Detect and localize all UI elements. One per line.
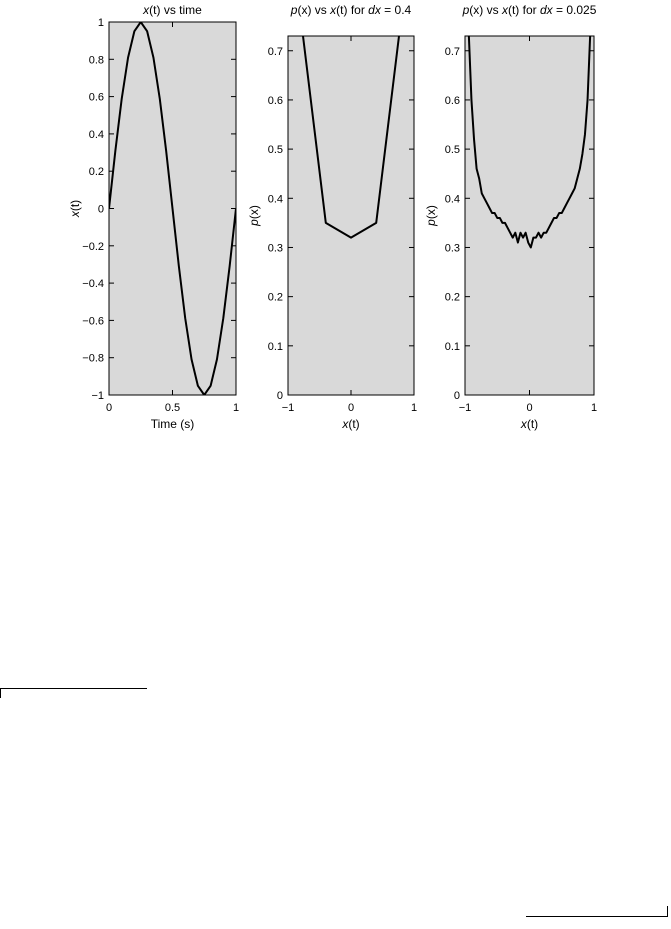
series-line — [109, 22, 236, 395]
series-line — [301, 36, 401, 239]
y-tick-label: 0.5 — [268, 144, 283, 156]
plot-frame — [108, 21, 237, 396]
y-tick-label: 0.2 — [445, 292, 460, 304]
chart-panel-1: −1 −0.8 −0.6 −0.4 −0.2 0 0.2 0.4 0.6 0.8 1 0 0.5 1 x(t… — [68, 3, 239, 431]
figure: −1 −0.8 −0.6 −0.4 −0.2 0 0.2 0.4 0.6 0.8 1 0 0.5 1 x(t… — [68, 3, 597, 431]
y-tick-label: 0.2 — [89, 166, 104, 178]
plot-frame — [287, 35, 415, 396]
x-tick-label: −1 — [282, 402, 295, 414]
y-tick-label: 0.3 — [445, 242, 460, 254]
y-tick-label: −1 — [91, 390, 104, 402]
y-tick-label: 1 — [98, 17, 104, 29]
chart-panel-3: 00.10.20.30.40.50.60.7−1 0 1p(x) vs x(t) f… — [424, 3, 597, 431]
x-tick-label: −1 — [459, 402, 472, 414]
x-tick-label: 1 — [591, 402, 597, 414]
y-tick-label: 0.7 — [445, 46, 460, 58]
y-tick-label: 0.7 — [268, 46, 283, 58]
y-tick-label: 0.6 — [268, 95, 283, 107]
footnote-rule-tick — [0, 688, 1, 698]
x-axis-label: Time (s) — [151, 417, 195, 431]
y-tick-label: 0.6 — [445, 95, 460, 107]
y-tick-label: −0.2 — [82, 241, 104, 253]
y-tick-label: 0.2 — [268, 292, 283, 304]
x-tick-label: 0 — [348, 402, 354, 414]
chart-panel-2: 00.10.20.30.40.50.60.7−1 0 1p(x) vs x(t) f… — [247, 3, 417, 431]
x-tick-label: 1 — [233, 402, 239, 414]
y-tick-label: 0.1 — [268, 341, 283, 353]
y-tick-label: 0.8 — [89, 54, 104, 66]
bottom-rule — [526, 916, 668, 917]
x-tick-label: 0 — [106, 402, 112, 414]
chart-title: x(t) vs time — [142, 3, 202, 17]
y-axis-label: p(x) — [424, 205, 438, 227]
x-tick-label: 0 — [526, 402, 532, 414]
chart-title: p(x) vs x(t) for dx = 0.025 — [462, 3, 597, 17]
y-tick-label: 0.4 — [89, 129, 104, 141]
y-tick-label: 0 — [454, 390, 460, 402]
plot-background — [288, 36, 414, 395]
y-tick-label: −0.6 — [82, 315, 104, 327]
y-tick-label: 0 — [277, 390, 283, 402]
y-axis-label: x(t) — [68, 200, 82, 218]
y-tick-label: −0.4 — [82, 278, 104, 290]
y-tick-label: 0.5 — [445, 144, 460, 156]
y-axis-label: p(x) — [247, 205, 261, 227]
series-line — [467, 36, 592, 249]
y-tick-label: 0.1 — [445, 341, 460, 353]
x-axis-label: x(t) — [520, 417, 538, 431]
y-tick-label: 0.4 — [445, 193, 460, 205]
y-tick-label: 0.4 — [268, 193, 283, 205]
bottom-rule-tick — [667, 906, 668, 917]
x-tick-label: 1 — [411, 402, 417, 414]
plot-frame — [464, 35, 595, 396]
y-tick-label: −0.8 — [82, 353, 104, 365]
y-tick-label: 0.6 — [89, 92, 104, 104]
chart-title: p(x) vs x(t) for dx = 0.4 — [290, 3, 412, 17]
plot-background — [465, 36, 594, 395]
x-tick-label: 0.5 — [165, 402, 180, 414]
footnote-rule — [0, 688, 147, 689]
x-axis-label: x(t) — [341, 417, 359, 431]
y-tick-label: 0 — [98, 204, 104, 216]
y-tick-label: 0.3 — [268, 242, 283, 254]
